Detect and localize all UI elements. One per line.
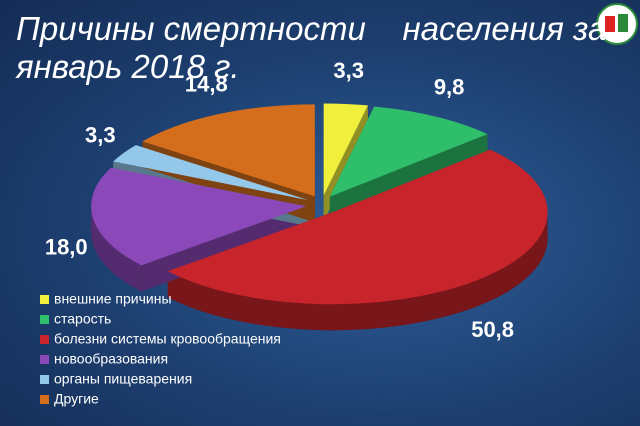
slice-edge [167,212,548,331]
chart-title: январь 2018 г. [15,48,240,85]
legend-swatch [40,355,49,364]
value-label: 9,8 [434,75,465,100]
legend-label: Другие [54,391,99,407]
legend-label: новообразования [54,351,168,367]
value-label: 3,3 [85,123,116,148]
slice-edge [91,206,142,292]
slice [323,103,368,196]
chart-title: Причины смертности населения за [16,10,606,47]
legend-swatch [40,395,49,404]
legend-label: старость [54,311,111,327]
value-label: 14,8 [185,72,228,97]
value-label: 3,3 [333,58,364,83]
value-label: 50,8 [471,317,514,342]
slice [113,145,309,201]
value-label: 18,0 [45,234,88,259]
legend-swatch [40,375,49,384]
slice [167,149,548,305]
logo [596,3,638,45]
slice [142,104,315,197]
slice [329,106,488,197]
legend-label: внешние причины [54,291,172,307]
legend-label: болезни системы кровообращения [54,331,281,347]
legend-label: органы пищеварения [54,371,192,387]
legend-swatch [40,335,49,344]
pie [91,103,548,331]
slice [91,167,307,266]
legend-swatch [40,295,49,304]
legend-swatch [40,315,49,324]
